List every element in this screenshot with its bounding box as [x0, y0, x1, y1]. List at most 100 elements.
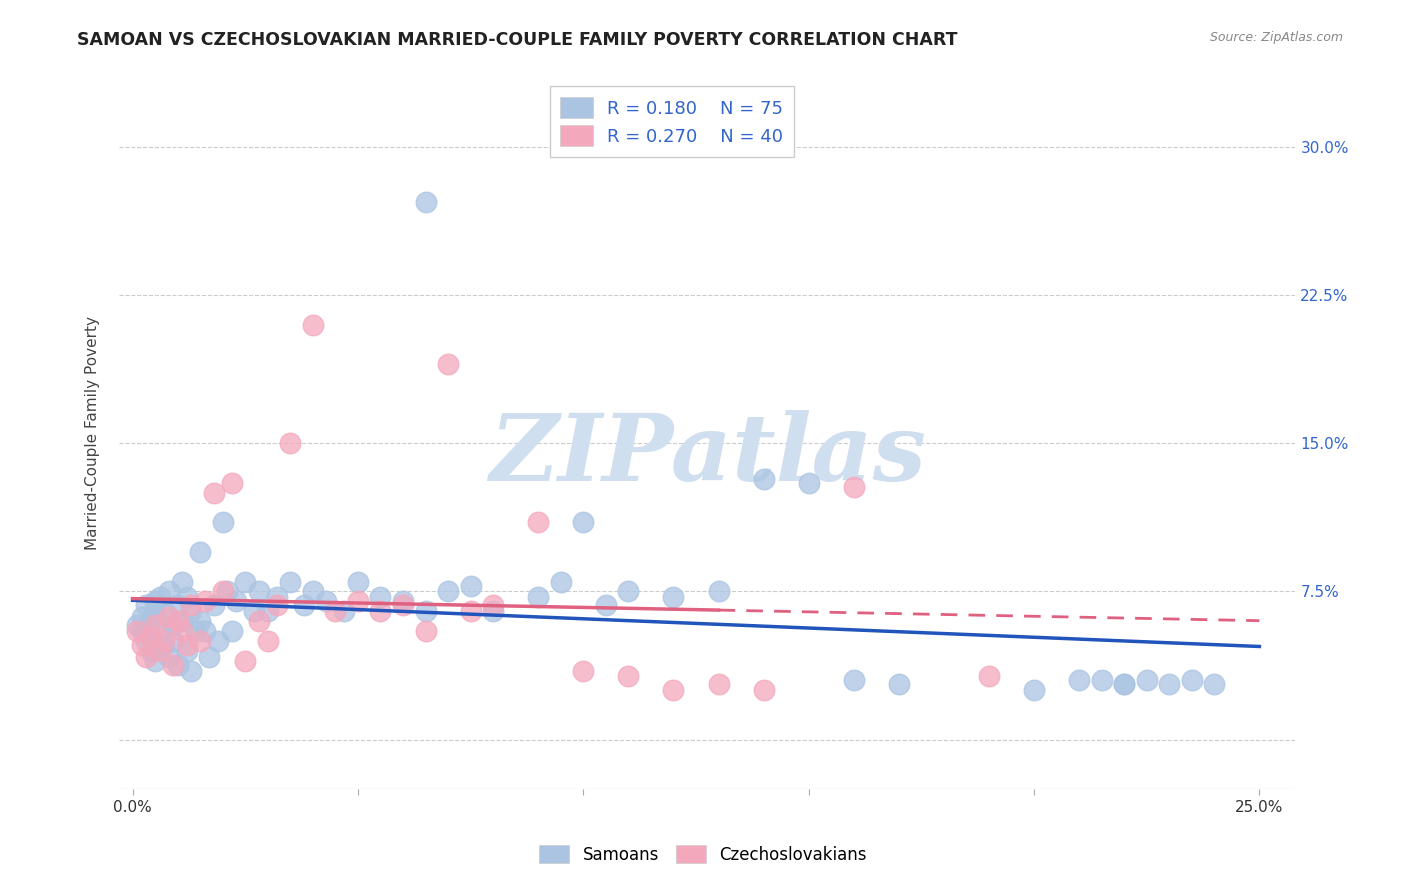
- Point: [225, 594, 247, 608]
- Point: [302, 318, 325, 332]
- Point: [707, 677, 730, 691]
- Point: [188, 633, 211, 648]
- Legend: R = 0.180    N = 75, R = 0.270    N = 40: R = 0.180 N = 75, R = 0.270 N = 40: [550, 87, 794, 157]
- Point: [166, 657, 188, 672]
- Point: [176, 591, 198, 605]
- Point: [221, 624, 243, 638]
- Point: [842, 480, 865, 494]
- Text: SAMOAN VS CZECHOSLOVAKIAN MARRIED-COUPLE FAMILY POVERTY CORRELATION CHART: SAMOAN VS CZECHOSLOVAKIAN MARRIED-COUPLE…: [77, 31, 957, 49]
- Point: [162, 633, 184, 648]
- Point: [482, 604, 505, 618]
- Point: [139, 630, 162, 644]
- Legend: Samoans, Czechoslovakians: Samoans, Czechoslovakians: [533, 838, 873, 871]
- Point: [211, 515, 233, 529]
- Point: [162, 657, 184, 672]
- Point: [180, 604, 202, 618]
- Point: [460, 578, 482, 592]
- Point: [221, 475, 243, 490]
- Point: [157, 649, 180, 664]
- Point: [1069, 673, 1091, 688]
- Point: [143, 594, 166, 608]
- Point: [256, 633, 278, 648]
- Point: [1022, 683, 1045, 698]
- Point: [217, 584, 239, 599]
- Point: [256, 604, 278, 618]
- Point: [415, 604, 437, 618]
- Point: [139, 644, 162, 658]
- Point: [207, 633, 229, 648]
- Point: [1091, 673, 1114, 688]
- Point: [198, 649, 221, 664]
- Point: [572, 515, 595, 529]
- Point: [125, 618, 148, 632]
- Point: [370, 591, 392, 605]
- Point: [460, 604, 482, 618]
- Point: [415, 194, 437, 209]
- Point: [572, 664, 595, 678]
- Point: [617, 584, 640, 599]
- Point: [157, 610, 180, 624]
- Point: [188, 545, 211, 559]
- Point: [131, 624, 153, 638]
- Point: [392, 599, 415, 613]
- Point: [149, 624, 172, 638]
- Point: [194, 624, 217, 638]
- Point: [266, 599, 288, 613]
- Point: [247, 584, 270, 599]
- Y-axis label: Married-Couple Family Poverty: Married-Couple Family Poverty: [86, 317, 100, 550]
- Point: [437, 357, 460, 371]
- Point: [131, 610, 153, 624]
- Point: [172, 614, 194, 628]
- Point: [550, 574, 572, 589]
- Point: [437, 584, 460, 599]
- Point: [1204, 677, 1226, 691]
- Point: [233, 654, 256, 668]
- Point: [143, 604, 166, 618]
- Point: [325, 604, 347, 618]
- Point: [153, 633, 176, 648]
- Point: [131, 638, 153, 652]
- Point: [162, 618, 184, 632]
- Point: [1181, 673, 1204, 688]
- Text: ZIPatlas: ZIPatlas: [489, 409, 925, 500]
- Point: [347, 574, 370, 589]
- Point: [392, 594, 415, 608]
- Point: [243, 604, 266, 618]
- Point: [176, 644, 198, 658]
- Point: [149, 644, 172, 658]
- Point: [887, 677, 910, 691]
- Point: [278, 436, 301, 450]
- Point: [202, 485, 225, 500]
- Point: [139, 614, 162, 628]
- Point: [180, 664, 202, 678]
- Point: [247, 614, 270, 628]
- Point: [707, 584, 730, 599]
- Point: [527, 515, 550, 529]
- Point: [166, 614, 188, 628]
- Point: [211, 584, 233, 599]
- Point: [527, 591, 550, 605]
- Point: [135, 599, 157, 613]
- Point: [662, 591, 685, 605]
- Text: Source: ZipAtlas.com: Source: ZipAtlas.com: [1209, 31, 1343, 45]
- Point: [194, 594, 217, 608]
- Point: [315, 594, 337, 608]
- Point: [125, 624, 148, 638]
- Point: [595, 599, 617, 613]
- Point: [752, 472, 775, 486]
- Point: [172, 574, 194, 589]
- Point: [266, 591, 288, 605]
- Point: [278, 574, 301, 589]
- Point: [143, 654, 166, 668]
- Point: [135, 633, 157, 648]
- Point: [149, 591, 172, 605]
- Point: [1159, 677, 1181, 691]
- Point: [184, 624, 207, 638]
- Point: [842, 673, 865, 688]
- Point: [482, 599, 505, 613]
- Point: [977, 669, 1000, 683]
- Point: [153, 604, 176, 618]
- Point: [415, 624, 437, 638]
- Point: [1114, 677, 1136, 691]
- Point: [347, 594, 370, 608]
